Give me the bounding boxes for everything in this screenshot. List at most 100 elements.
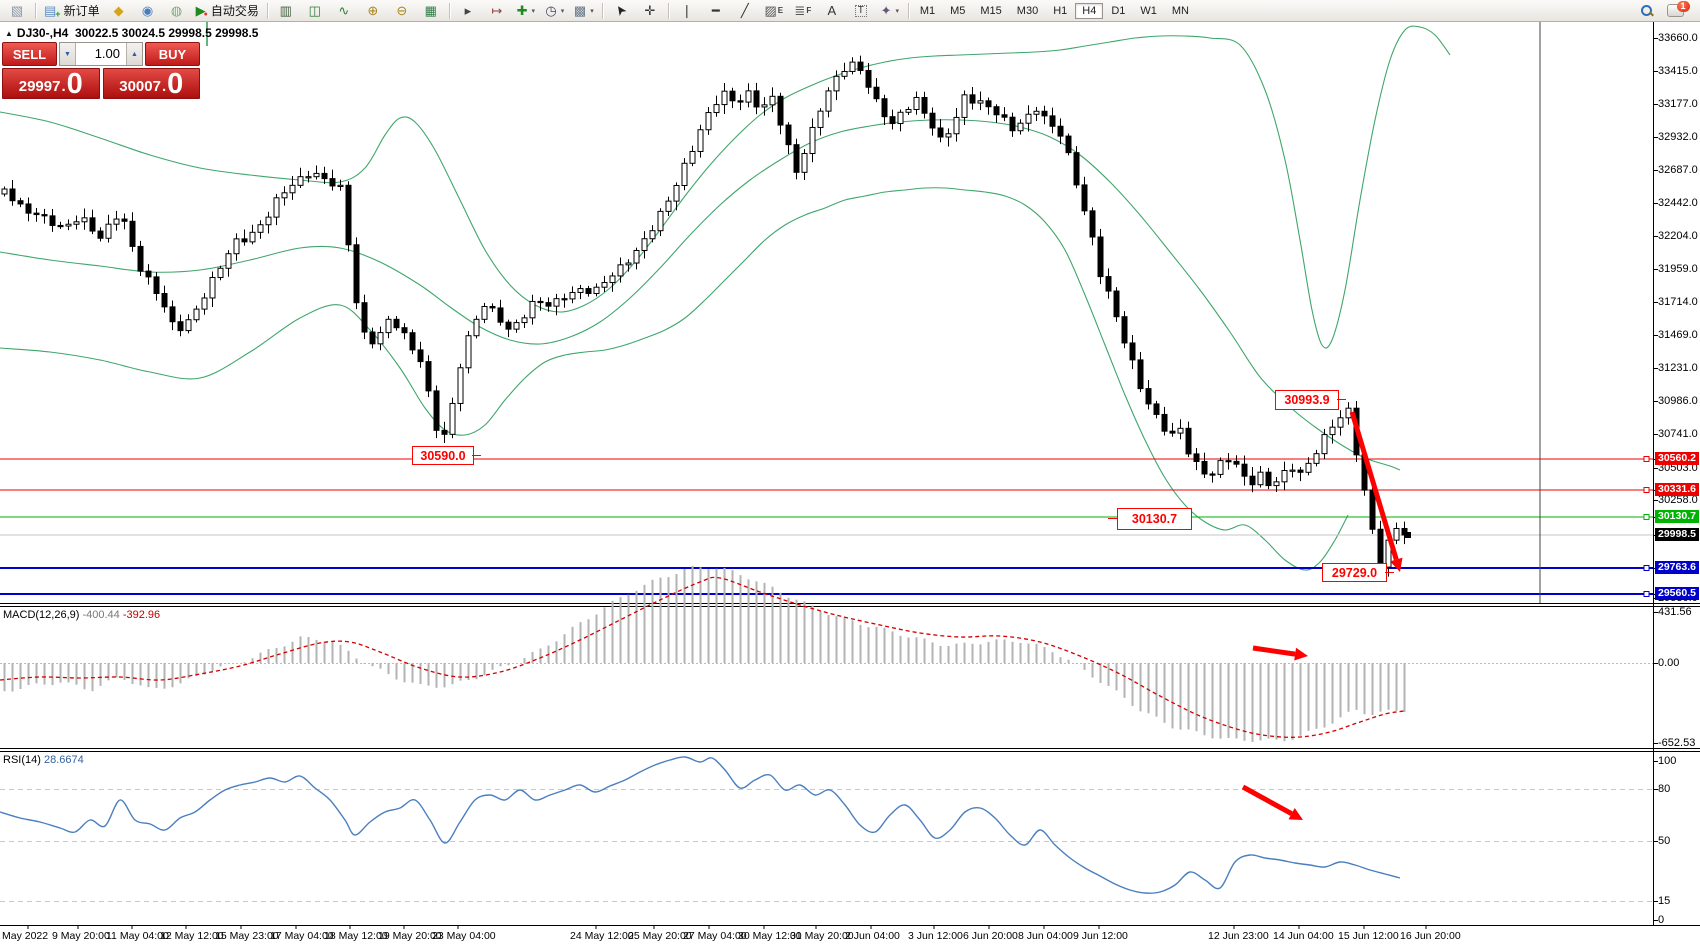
- chart-area: 33660.0 33415.0 33177.0 32932.0 32687.0 32442…: [0, 22, 1700, 945]
- tile-windows-icon[interactable]: ▦: [424, 3, 437, 18]
- toolbar-separator: [266, 2, 268, 19]
- text-label-tool[interactable]: T: [847, 0, 875, 21]
- horizontal-level-lines[interactable]: [0, 456, 1653, 597]
- level-line-handle: [1643, 565, 1650, 571]
- bollinger-upper-band: [0, 25, 1451, 349]
- fibonacci-tool[interactable]: ≣ F: [794, 3, 812, 18]
- main-toolbar: ▧ ▤ + 新订单 ◆ ◉ ◍ ▶ ● 自动交易 ▥ ◫ ∿ ⊕ ⊖ ▦ ▸ ↦ ✚ ▾ ◷ ▾ ▩ ▾ ➤ ✛ ❘ ━ ╱ ▨ E ≣ F A T…: [0, 0, 1700, 22]
- buy-price-button[interactable]: 30007. 0: [102, 68, 200, 100]
- red-arrow: [1241, 784, 1293, 816]
- volume-decrease-button[interactable]: ▼: [60, 43, 76, 65]
- toolbar-separator: [907, 2, 909, 19]
- notifications-chat-icon[interactable]: 1: [1661, 0, 1690, 21]
- signals-icon[interactable]: ◍: [170, 3, 183, 18]
- candlestick-series: [1, 55, 1408, 577]
- bar-chart-icon[interactable]: ▥: [279, 3, 292, 18]
- timeframe-m15[interactable]: M15: [980, 4, 1002, 17]
- chart-styles-icon[interactable]: ◆: [113, 3, 124, 18]
- price-annotation-29729.0[interactable]: 29729.0: [1322, 563, 1387, 582]
- panel-frame: [0, 22, 1700, 929]
- timeframe-h4[interactable]: H4: [1075, 2, 1104, 19]
- search-icon[interactable]: [1632, 0, 1660, 21]
- volume-stepper[interactable]: ▼ 1.00 ▲: [59, 42, 143, 66]
- new-order-button[interactable]: ▤ + 新订单: [44, 3, 100, 19]
- horizontal-line-tool[interactable]: ━: [711, 3, 720, 18]
- chart-thumb-icon[interactable]: ▧: [10, 3, 24, 18]
- red-arrow-head: [1390, 557, 1403, 572]
- timeframe-w1[interactable]: W1: [1140, 4, 1157, 17]
- red-arrow: [1252, 645, 1296, 657]
- cursor-tool[interactable]: ➤: [611, 1, 631, 20]
- buy-price-big-digit: 0: [167, 68, 184, 100]
- trendline-tool[interactable]: ╱: [740, 3, 749, 18]
- notification-badge: 1: [1676, 1, 1690, 12]
- buy-price-dot: .: [161, 78, 167, 95]
- macd-title: MACD(12,26,9): [3, 609, 80, 621]
- last-price-marker: [1405, 532, 1411, 538]
- symbol-period-text: DJ30-,H4: [16, 26, 69, 40]
- arrows-tool[interactable]: ✦ ▾: [880, 3, 900, 18]
- indicators-button[interactable]: ✚ ▾: [516, 3, 536, 18]
- volume-value[interactable]: 1.00: [94, 46, 120, 61]
- price-annotation-30130.7[interactable]: 30130.7: [1117, 508, 1192, 530]
- vertical-line-tool[interactable]: ❘: [681, 3, 693, 18]
- buy-price-int: 30007: [119, 78, 161, 95]
- chart-canvas: [0, 22, 1700, 929]
- trend-arrows[interactable]: [1241, 411, 1403, 820]
- one-click-trading-panel: SELL ▼ 1.00 ▲ BUY 29997. 0 30007. 0: [2, 42, 200, 99]
- red-arrow-head: [1288, 808, 1303, 820]
- zoom-in-icon[interactable]: ⊕: [367, 3, 379, 18]
- sell-price-big-digit: 0: [66, 68, 83, 100]
- volume-increase-button[interactable]: ▲: [126, 43, 142, 65]
- sell-price-dot: .: [61, 78, 66, 95]
- timeframe-mn[interactable]: MN: [1171, 4, 1189, 17]
- sell-button[interactable]: SELL: [2, 42, 57, 66]
- toolbar-separator: [448, 2, 450, 19]
- timeframe-m1[interactable]: M1: [919, 4, 936, 17]
- line-chart-icon[interactable]: ∿: [338, 3, 350, 18]
- ohlc-text: 30022.5 30024.5 29998.5 29998.5: [74, 26, 259, 40]
- toolbar-separator: [35, 2, 36, 19]
- auto-sc[interactable]: ▸: [464, 3, 472, 18]
- red-arrow: [1349, 411, 1399, 561]
- timeframe-m30[interactable]: M30: [1016, 4, 1039, 17]
- macd-value-2: -392.96: [122, 609, 161, 621]
- bollinger-lower-band: [0, 187, 1349, 571]
- macd-indicator-label: MACD(12,26,9) -400.44 -392.96: [3, 609, 160, 621]
- symbol-marker-icon: ▲: [5, 29, 13, 38]
- timeframe-h1[interactable]: H1: [1053, 4, 1068, 17]
- sell-price-int: 29997: [18, 78, 61, 95]
- equidistant-channel-tool[interactable]: ▨ E: [764, 3, 784, 18]
- toolbar-separator: [667, 2, 669, 19]
- zoom-out-icon[interactable]: ⊖: [396, 3, 408, 18]
- price-annotation-30993.9[interactable]: 30993.9: [1275, 390, 1339, 410]
- periods-button[interactable]: ◷ ▾: [545, 3, 565, 18]
- price-annotation-30590.0[interactable]: 30590.0: [412, 446, 474, 465]
- autotrading-button[interactable]: ▶ ● 自动交易: [195, 3, 259, 18]
- level-line-handle: [1643, 514, 1650, 520]
- rsi-title: RSI(14): [3, 754, 41, 766]
- toolbar-separator: [601, 2, 603, 19]
- level-line-handle: [1643, 487, 1650, 493]
- candlestick-chart-icon[interactable]: ◫: [308, 3, 321, 18]
- crosshair-tool[interactable]: ✛: [644, 3, 656, 18]
- rsi-line: [0, 756, 1401, 894]
- chart-shift-icon[interactable]: ↦: [491, 3, 503, 18]
- buy-button[interactable]: BUY: [145, 42, 200, 66]
- rsi-indicator-label: RSI(14) 28.6674: [3, 754, 84, 766]
- macd-value-1: -400.44: [82, 609, 120, 621]
- macd-signal-line: [0, 576, 1405, 738]
- vertical-line-objects[interactable]: [206, 22, 1541, 603]
- macd-panel: [0, 565, 1653, 742]
- sell-price-button[interactable]: 29997. 0: [2, 68, 100, 99]
- red-arrow-head: [1294, 647, 1308, 661]
- timeframe-d1[interactable]: D1: [1111, 4, 1126, 17]
- chart-symbol-title: ▲ DJ30-,H4 30022.5 30024.5 29998.5 29998.…: [5, 26, 258, 40]
- level-line-handle: [1643, 591, 1650, 597]
- templates-button[interactable]: ▩ ▾: [573, 3, 594, 18]
- rsi-panel: [0, 756, 1653, 902]
- text-tool[interactable]: A: [827, 3, 837, 18]
- timeframe-m5[interactable]: M5: [950, 4, 966, 17]
- profiles-icon[interactable]: ◉: [141, 3, 154, 18]
